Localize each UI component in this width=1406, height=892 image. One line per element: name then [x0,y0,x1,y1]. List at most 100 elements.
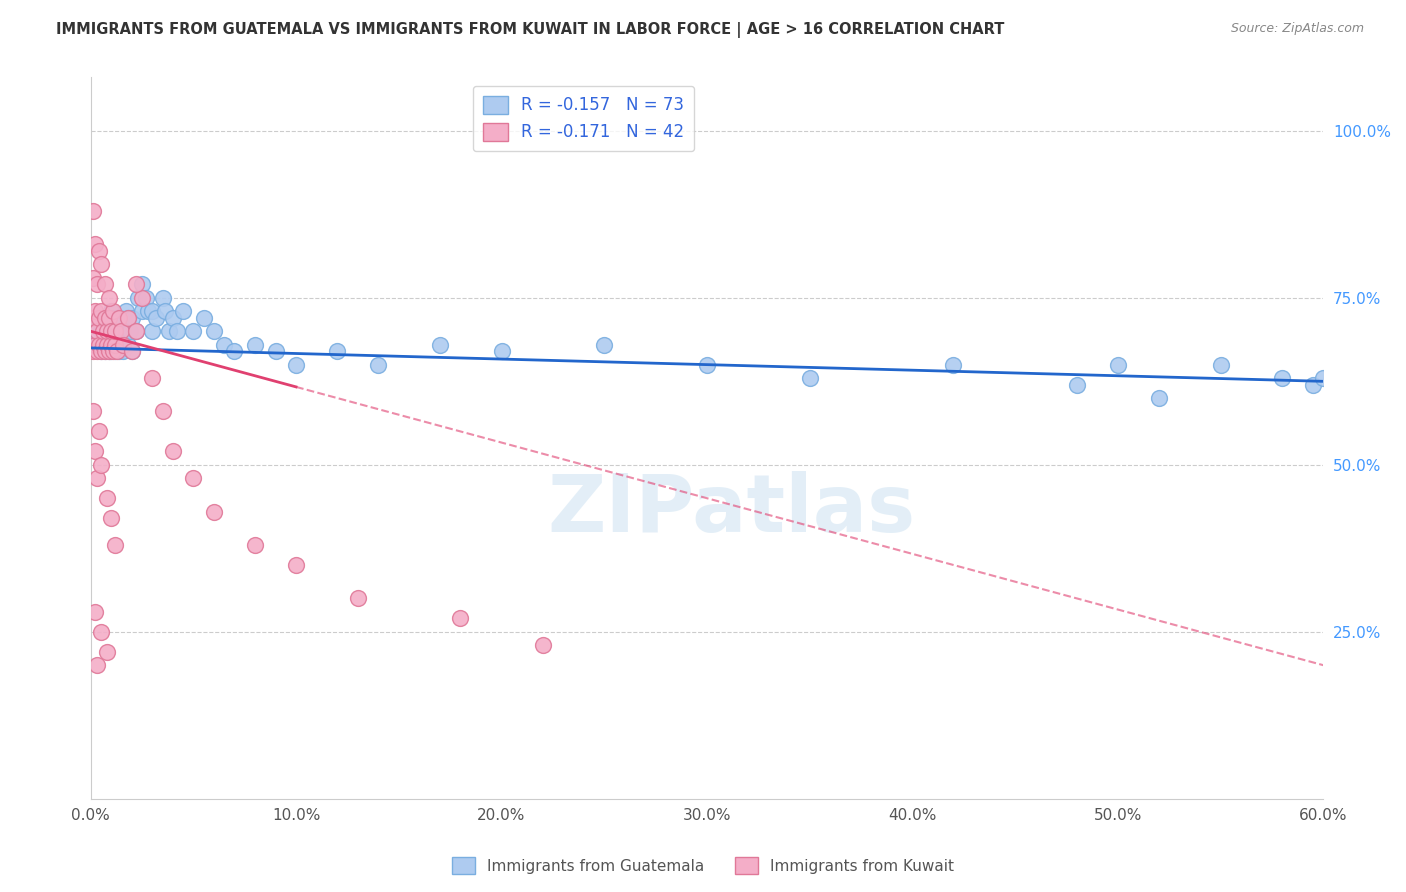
Point [91,310,114,325]
Point [125,324,148,338]
Point [449,611,471,625]
Point [91,337,114,351]
Point [152,404,174,418]
Point [285,358,308,372]
Legend: R = -0.157   N = 73, R = -0.171   N = 42: R = -0.157 N = 73, R = -0.171 N = 42 [472,86,695,152]
Text: Source: ZipAtlas.com: Source: ZipAtlas.com [1230,22,1364,36]
Point [117,337,139,351]
Point [100,304,122,318]
Point [87,337,110,351]
Point [153,304,176,318]
Point [103,337,125,351]
Point [162,444,184,458]
Point [90,257,112,271]
Point [531,638,554,652]
Point [105,344,128,359]
Point [135,291,157,305]
Point [125,277,148,292]
Point [112,337,135,351]
Point [243,538,266,552]
Point [108,344,131,359]
Point [1302,377,1324,392]
Point [100,324,122,338]
Point [94,310,117,325]
Point [105,310,128,325]
Point [104,324,127,338]
Point [141,371,163,385]
Point [346,591,368,606]
Point [1147,391,1170,405]
Point [121,310,143,325]
Point [105,337,128,351]
Point [243,337,266,351]
Point [202,505,225,519]
Point [121,344,143,359]
Point [110,310,132,325]
Point [1209,358,1232,372]
Point [108,324,131,338]
Point [83,337,105,351]
Point [104,324,127,338]
Point [125,324,148,338]
Point [100,337,122,351]
Point [86,324,108,338]
Point [1312,371,1334,385]
Legend: Immigrants from Guatemala, Immigrants from Kuwait: Immigrants from Guatemala, Immigrants fr… [446,851,960,880]
Point [82,204,104,219]
Point [87,310,110,325]
Point [100,344,122,359]
Point [86,277,108,292]
Point [212,337,235,351]
Point [1066,377,1088,392]
Point [91,337,114,351]
Point [98,344,121,359]
Text: ZIPatlas: ZIPatlas [547,471,915,549]
Point [183,471,205,485]
Point [86,337,108,351]
Point [121,344,143,359]
Point [96,337,118,351]
Point [87,310,110,325]
Point [82,404,104,418]
Point [202,324,225,338]
Point [110,324,132,338]
Point [112,324,135,338]
Point [799,371,821,385]
Point [104,344,127,359]
Point [696,358,718,372]
Point [131,291,153,305]
Point [117,310,139,325]
Point [1271,371,1294,385]
Point [429,337,451,351]
Point [82,270,104,285]
Point [942,358,965,372]
Point [83,304,105,318]
Point [593,337,616,351]
Point [131,304,153,318]
Point [98,344,121,359]
Point [94,277,117,292]
Point [82,310,104,325]
Point [90,458,112,472]
Point [1107,358,1129,372]
Point [87,425,110,439]
Point [145,310,167,325]
Point [86,658,108,673]
Point [83,237,105,252]
Point [326,344,349,359]
Point [100,324,122,338]
Point [104,538,127,552]
Point [110,337,132,351]
Point [183,324,205,338]
Text: IMMIGRANTS FROM GUATEMALA VS IMMIGRANTS FROM KUWAIT IN LABOR FORCE | AGE > 16 CO: IMMIGRANTS FROM GUATEMALA VS IMMIGRANTS … [56,22,1005,38]
Point [91,324,114,338]
Point [114,304,136,318]
Point [90,304,112,318]
Point [172,304,194,318]
Point [166,324,188,338]
Point [112,344,135,359]
Point [83,324,105,338]
Point [82,344,104,359]
Point [90,624,112,639]
Point [96,337,118,351]
